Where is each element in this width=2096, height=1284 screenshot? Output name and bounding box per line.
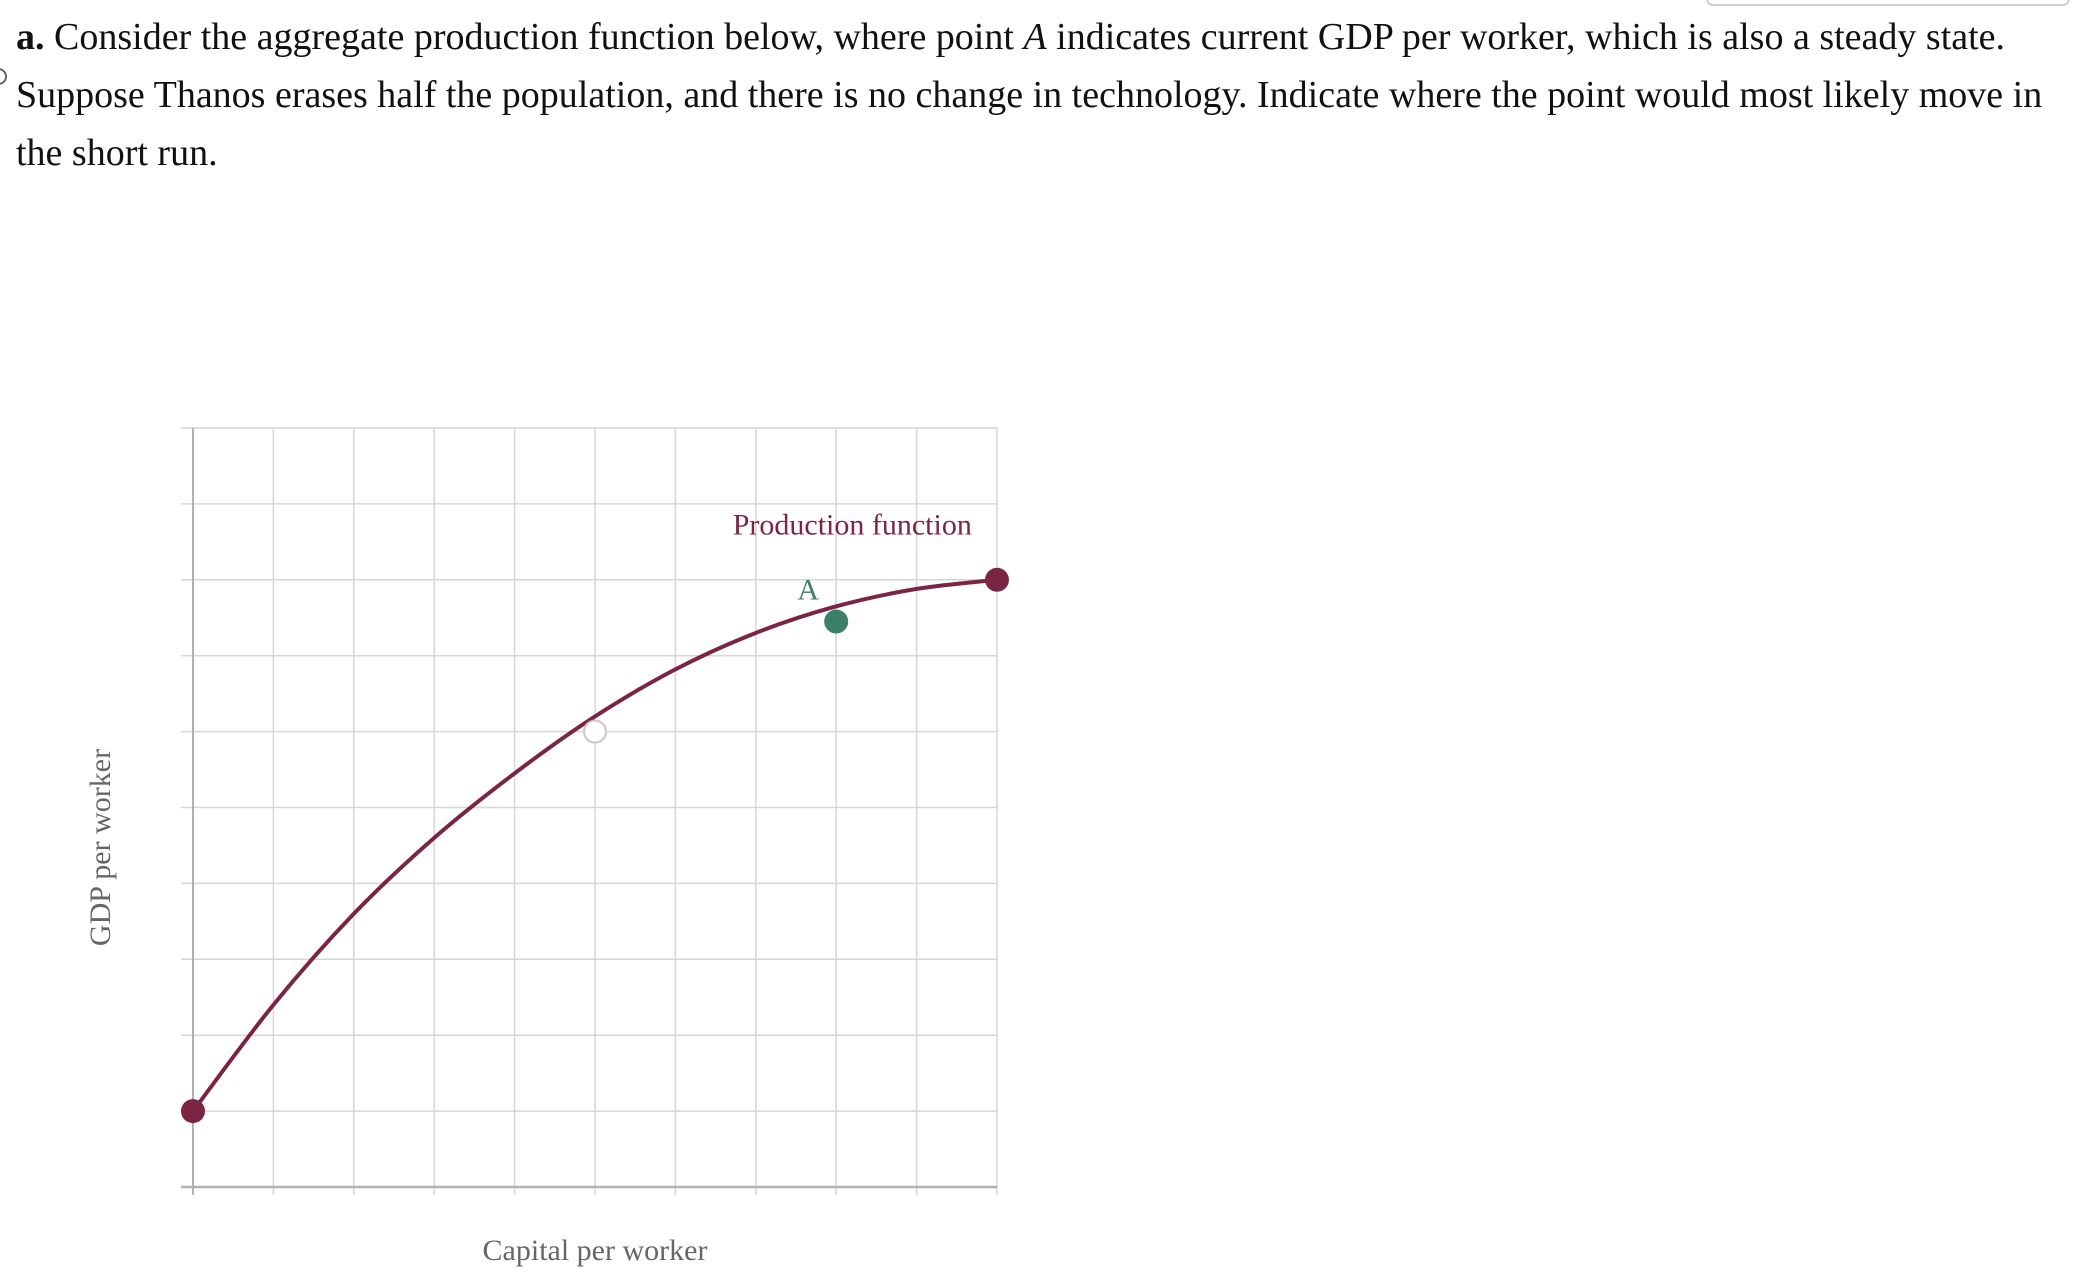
series-label-production-function: Production function bbox=[733, 508, 972, 541]
curve-endpoint-handle-0[interactable] bbox=[181, 1099, 205, 1124]
grid bbox=[181, 427, 998, 1195]
curve-endpoint-handle-1[interactable] bbox=[985, 567, 1009, 592]
points: Production function A bbox=[181, 508, 1009, 1124]
point-a-marker[interactable] bbox=[824, 609, 849, 634]
hollow-point-0 bbox=[583, 719, 607, 744]
point-a-label: A bbox=[797, 574, 819, 607]
question-text-part-1: Consider the aggregate production functi… bbox=[44, 16, 1024, 58]
x-axis-label: Capital per worker bbox=[483, 1234, 708, 1267]
production-function-curve bbox=[191, 577, 999, 1114]
question-point-ref: A bbox=[1023, 16, 1047, 58]
axes bbox=[181, 428, 997, 1195]
y-axis-label: GDP per worker bbox=[84, 749, 117, 946]
question-text-part-2: indicates current GDP per worker, which … bbox=[16, 16, 2043, 174]
question-part-label: a. bbox=[16, 16, 45, 58]
curves bbox=[191, 577, 999, 1114]
question-text: a. Consider the aggregate production fun… bbox=[16, 8, 2086, 182]
